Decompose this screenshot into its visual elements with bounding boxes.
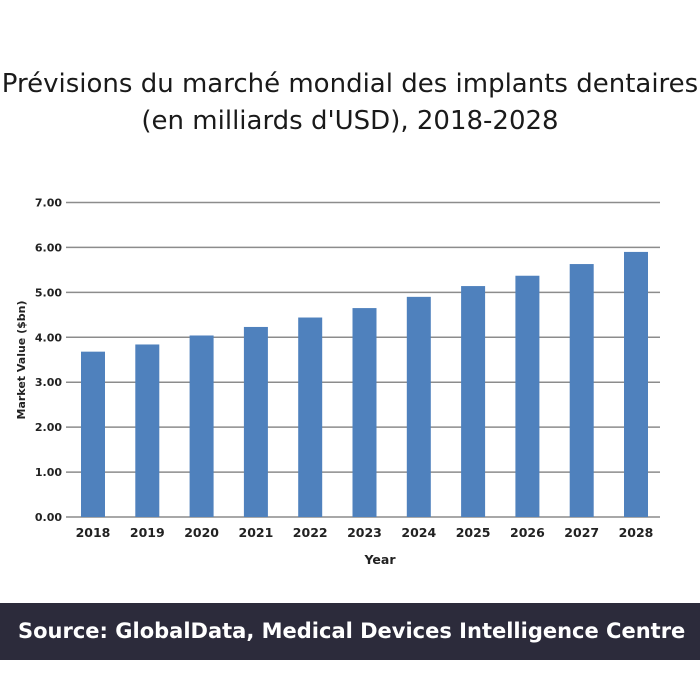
- y-tick-label: 5.00: [35, 286, 62, 299]
- y-tick-label: 6.00: [35, 241, 62, 254]
- bar-2021: [243, 326, 268, 517]
- y-axis-label: Market Value ($bn): [15, 300, 28, 419]
- y-tick-label: 1.00: [35, 466, 62, 479]
- x-tick-label: 2026: [510, 525, 545, 540]
- x-tick-label: 2022: [293, 525, 328, 540]
- x-tick-label: 2018: [76, 525, 111, 540]
- x-tick-label: 2024: [401, 525, 436, 540]
- x-tick-label: 2028: [619, 525, 654, 540]
- bar-2026: [515, 275, 540, 517]
- x-tick-label: 2019: [130, 525, 165, 540]
- y-tick-label: 2.00: [35, 421, 62, 434]
- source-footer: Source: GlobalData, Medical Devices Inte…: [0, 603, 700, 660]
- bar-2028: [624, 251, 648, 517]
- bar-chart: Market Value ($bn) Year 0.00 1.00 2.00 3.00…: [15, 197, 660, 567]
- bar-2019: [135, 344, 160, 517]
- bar-2022: [298, 317, 323, 517]
- bar-2023: [352, 308, 377, 517]
- bar-2020: [189, 335, 214, 517]
- x-tick-label: 2027: [564, 525, 599, 540]
- x-tick-label: 2020: [184, 525, 219, 540]
- y-tick-label: 0.00: [35, 511, 62, 524]
- x-tick-label: 2023: [347, 525, 382, 540]
- x-axis-label: Year: [364, 552, 397, 567]
- y-tick-label: 4.00: [35, 331, 62, 344]
- bar-2027: [569, 264, 594, 517]
- y-tick-label: 3.00: [35, 376, 62, 389]
- x-tick-label: 2021: [239, 525, 274, 540]
- y-tick-label: 7.00: [35, 197, 62, 210]
- bar-2025: [461, 286, 486, 517]
- x-tick-label: 2025: [456, 525, 491, 540]
- bar-2018: [81, 351, 105, 517]
- chart-title: Prévisions du marché mondial des implant…: [1, 69, 699, 136]
- bar-2024: [406, 296, 431, 517]
